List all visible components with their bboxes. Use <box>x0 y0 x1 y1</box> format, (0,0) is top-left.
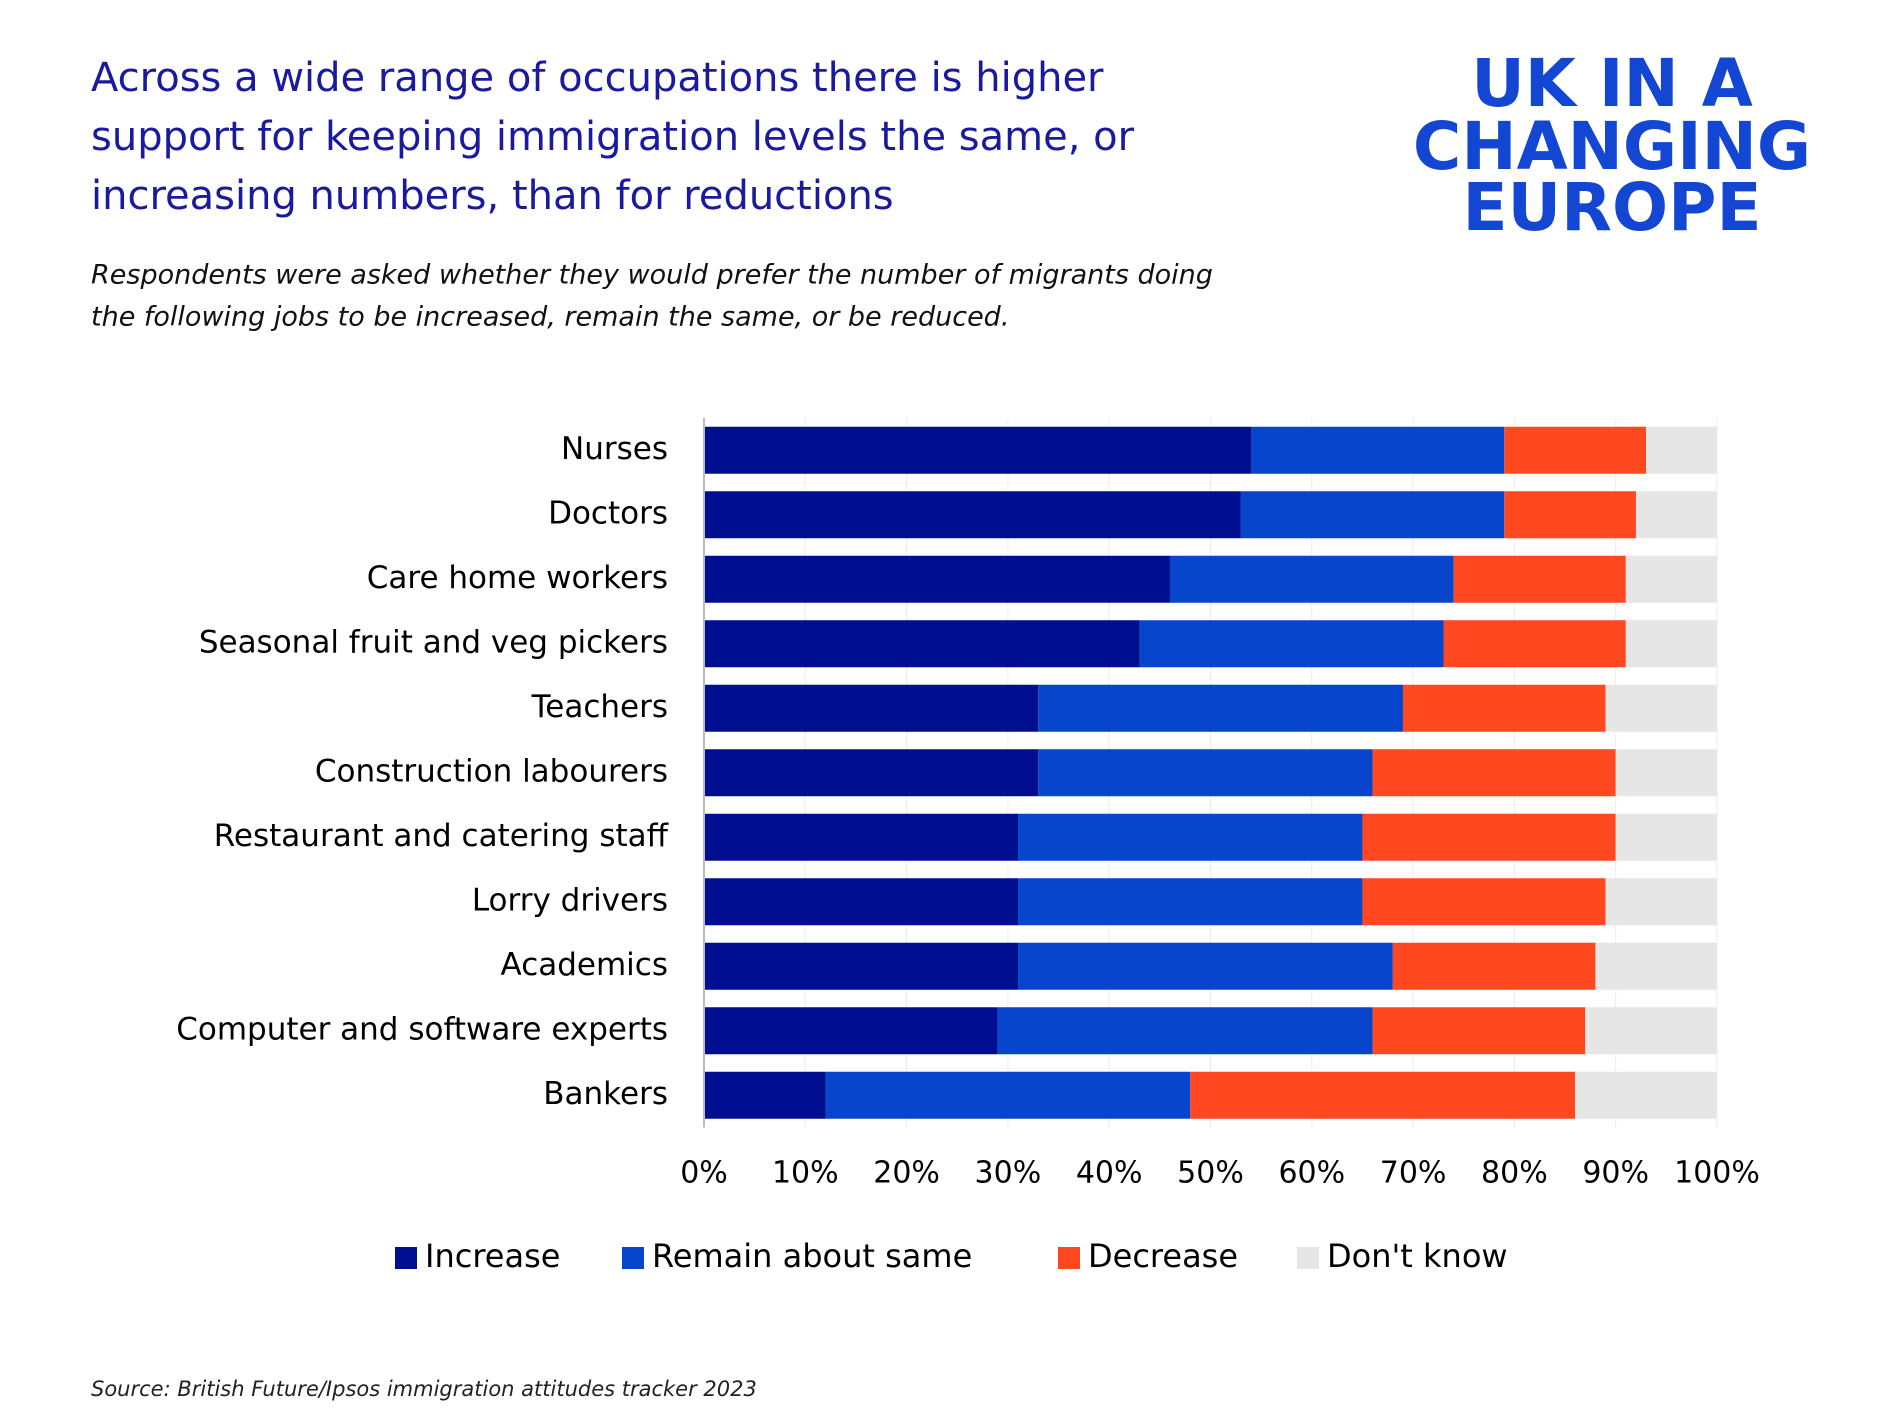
bar-segment <box>1362 813 1616 861</box>
bar-segment <box>704 813 1019 861</box>
bar-segment <box>704 749 1039 797</box>
bar-segment <box>1615 813 1717 861</box>
y-tick-label: Bankers <box>543 1076 668 1112</box>
bar-segment <box>704 1071 826 1119</box>
logo-line: UK IN A <box>1471 45 1753 122</box>
bar-segment <box>704 942 1019 990</box>
bar-segment <box>704 426 1252 474</box>
bar-segment <box>1605 684 1717 732</box>
logo-line: EUROPE <box>1462 169 1761 246</box>
y-tick-label: Seasonal fruit and veg pickers <box>199 624 668 660</box>
y-tick-label: Care home workers <box>367 560 668 596</box>
bar-segment <box>1635 491 1717 539</box>
bar-segment <box>1372 749 1616 797</box>
subtitle-line: the following jobs to be increased, rema… <box>91 302 1009 333</box>
y-tick-label: Construction labourers <box>315 753 668 789</box>
source: Source: British Future/Ipsos immigration… <box>91 1377 757 1401</box>
bar-segment <box>1615 749 1717 797</box>
x-tick-label: 10% <box>772 1156 839 1191</box>
x-tick-label: 40% <box>1076 1156 1143 1191</box>
bar-segment <box>1625 620 1717 668</box>
bar-segment <box>704 491 1241 539</box>
bar-segment <box>1443 620 1626 668</box>
bar-segment <box>825 1071 1191 1119</box>
y-tick-label: Restaurant and catering staff <box>214 818 669 854</box>
y-tick-label: Academics <box>501 947 668 983</box>
bar-segment <box>1372 1007 1586 1055</box>
x-tick-label: 80% <box>1481 1156 1548 1191</box>
x-tick-label: 20% <box>873 1156 940 1191</box>
legend-label: Remain about same <box>652 1237 972 1275</box>
bar-segment <box>704 1007 998 1055</box>
title-line: increasing numbers, than for reductions <box>91 173 894 219</box>
legend-swatch <box>1058 1247 1080 1269</box>
y-tick-label: Lorry drivers <box>472 882 668 918</box>
bar-segment <box>704 555 1170 603</box>
x-tick-label: 70% <box>1380 1156 1447 1191</box>
bar-segment <box>1605 878 1717 926</box>
bar-segment <box>1139 620 1444 668</box>
subtitle-line: Respondents were asked whether they woul… <box>91 260 1213 291</box>
y-tick-label: Computer and software experts <box>176 1011 668 1047</box>
y-tick-label: Nurses <box>561 431 668 467</box>
bar-segment <box>704 620 1140 668</box>
bar-segment <box>1018 878 1363 926</box>
bar-segment <box>1038 684 1403 732</box>
bar-segment <box>1625 555 1717 603</box>
legend-swatch <box>1297 1247 1319 1269</box>
x-tick-label: 30% <box>975 1156 1042 1191</box>
bar-segment <box>1018 942 1393 990</box>
title-line: Across a wide range of occupations there… <box>91 55 1104 101</box>
legend-swatch <box>622 1247 644 1269</box>
bar-segment <box>1585 1007 1717 1055</box>
bar-segment <box>1038 749 1373 797</box>
bar-segment <box>1504 426 1647 474</box>
bar-segment <box>704 878 1019 926</box>
logo-line: CHANGING <box>1413 108 1811 185</box>
x-tick-label: 100% <box>1674 1156 1760 1191</box>
bar-segment <box>1504 491 1636 539</box>
y-tick-label: Teachers <box>531 689 668 725</box>
bar-segment <box>1646 426 1717 474</box>
y-tick-label: Doctors <box>548 495 668 531</box>
legend-label: Increase <box>425 1237 560 1275</box>
x-tick-label: 50% <box>1177 1156 1244 1191</box>
bar-segment <box>1402 684 1606 732</box>
x-tick-label: 0% <box>680 1156 728 1191</box>
x-tick-label: 90% <box>1582 1156 1649 1191</box>
title-line: support for keeping immigration levels t… <box>91 114 1135 160</box>
bar-segment <box>997 1007 1373 1055</box>
bar-segment <box>1169 555 1454 603</box>
bar-segment <box>1190 1071 1576 1119</box>
bar-segment <box>1240 491 1505 539</box>
legend-swatch <box>395 1247 417 1269</box>
x-tick-label: 60% <box>1278 1156 1345 1191</box>
bar-segment <box>1018 813 1363 861</box>
legend-label: Decrease <box>1088 1237 1238 1275</box>
bar-segment <box>1595 942 1717 990</box>
bar-segment <box>704 684 1039 732</box>
bar-segment <box>1575 1071 1717 1119</box>
legend-label: Don't know <box>1327 1237 1508 1275</box>
bar-segment <box>1453 555 1626 603</box>
bar-segment <box>1362 878 1606 926</box>
bar-segment <box>1392 942 1596 990</box>
bar-segment <box>1251 426 1505 474</box>
